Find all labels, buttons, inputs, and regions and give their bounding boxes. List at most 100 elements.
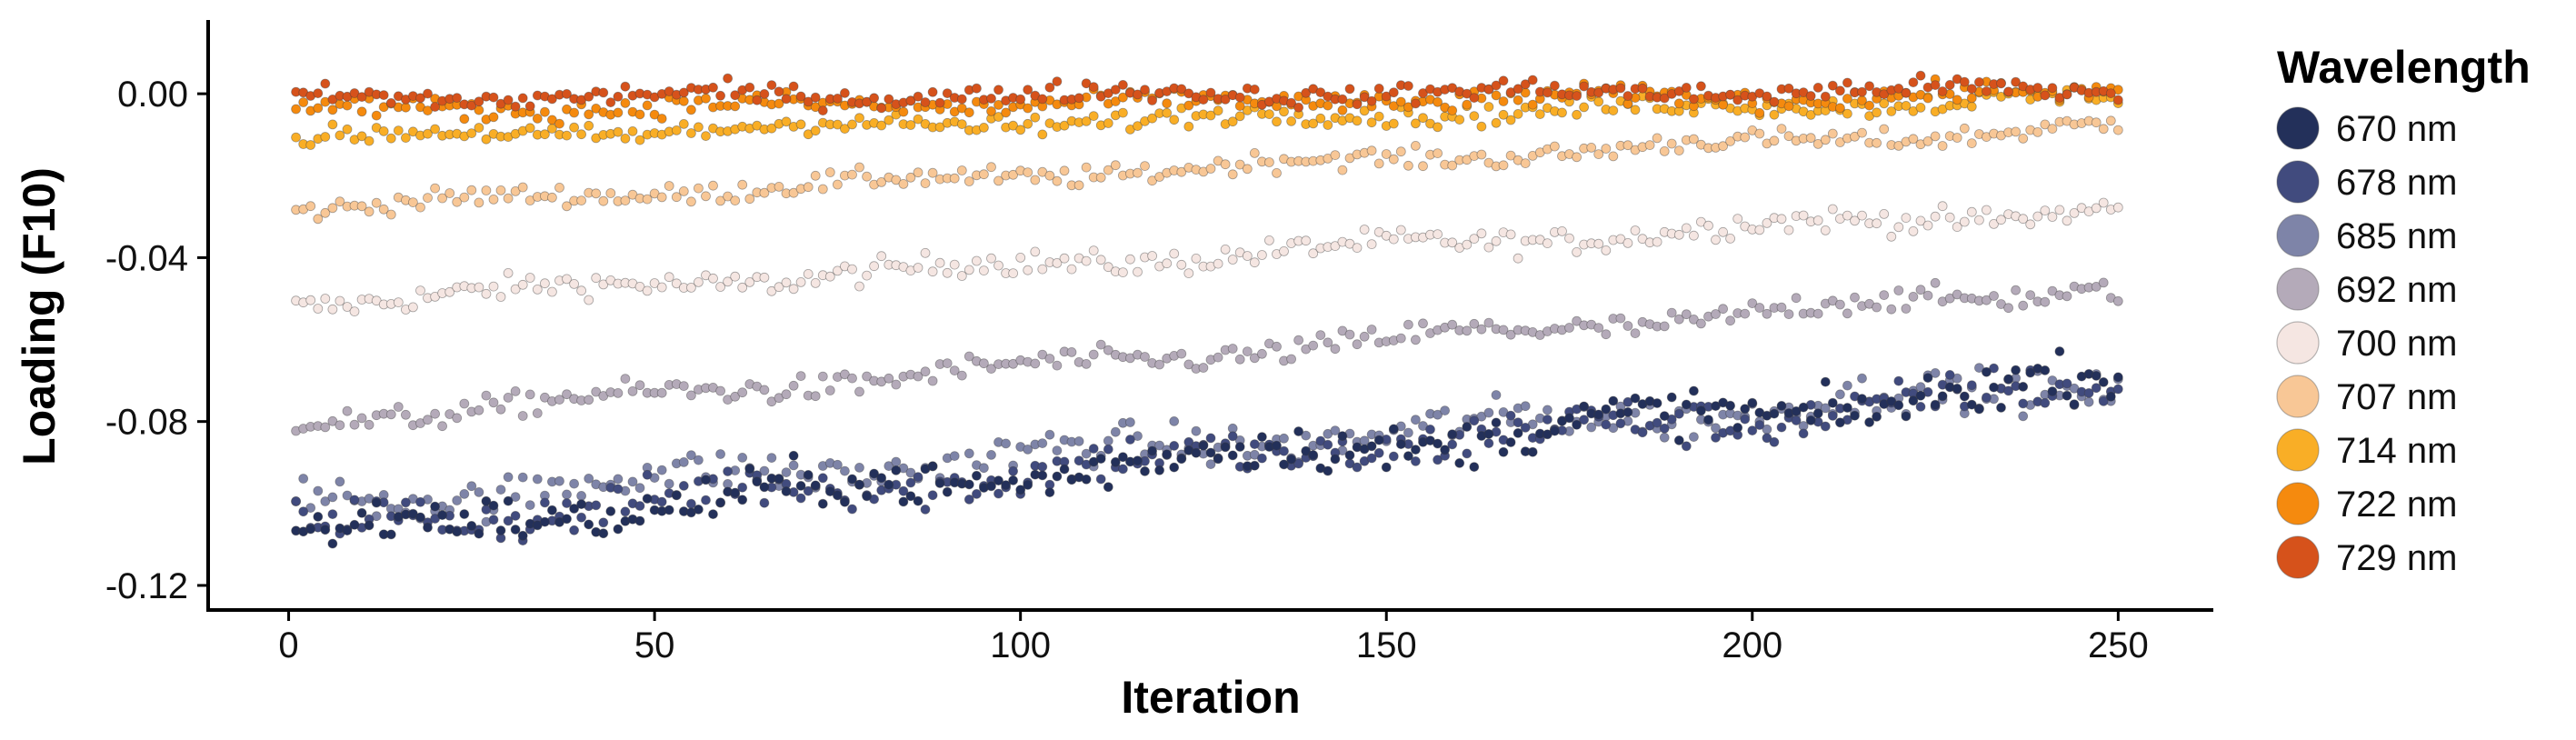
data-point [1483,102,1494,112]
data-point [1966,84,1977,95]
data-point [1315,87,1326,97]
data-point [291,104,302,115]
data-point [2047,83,2058,94]
data-point [1162,98,1173,109]
data-point [920,366,931,377]
data-point [598,195,609,206]
data-point [1689,314,1699,325]
data-point [1762,217,1772,228]
data-point [495,404,506,415]
data-point [320,496,331,506]
data-point [898,485,909,496]
data-point [1008,358,1018,369]
data-point [605,188,616,198]
data-point [415,93,425,104]
data-point [1418,113,1428,124]
data-point [1689,134,1699,145]
data-point [349,419,360,430]
data-point [1827,295,1838,306]
data-point [1593,409,1604,420]
data-point [1059,120,1070,131]
data-point [1323,439,1333,450]
data-point [481,185,492,195]
data-point [1615,234,1626,245]
data-point [613,484,624,495]
data-point [730,271,741,282]
data-point [1520,401,1531,412]
data-point [854,281,864,292]
data-point [598,528,609,539]
data-point [2018,300,2029,311]
data-point [993,85,1003,95]
data-point [1023,265,1033,275]
data-point [656,496,667,507]
data-point [2047,386,2058,396]
data-point [1433,409,1443,420]
data-point [788,81,799,92]
data-point [847,373,857,384]
data-point [737,482,748,493]
data-point [488,112,499,123]
data-point [415,512,425,523]
data-point [1498,446,1509,457]
data-point [993,260,1003,271]
data-point [1527,75,1538,85]
data-point [1959,216,1970,227]
data-point [1227,344,1238,354]
data-point [1827,204,1838,215]
data-point [1110,160,1121,171]
data-point [876,120,887,131]
data-point [1827,397,1838,408]
data-point [1586,422,1597,433]
data-point [1440,405,1450,416]
data-point [1952,289,1962,300]
data-point [1572,109,1582,120]
data-point [664,181,674,191]
data-point [708,180,718,191]
data-point [1543,405,1553,415]
data-point [2054,346,2065,356]
legend-swatch [2276,267,2320,311]
data-point [569,504,579,514]
data-point [1959,391,1970,402]
data-point [452,413,463,424]
data-point [847,504,857,515]
data-point [2018,214,2029,225]
data-point [1776,302,1787,313]
data-point [1601,329,1612,340]
data-point [898,106,909,117]
data-point [1198,440,1209,451]
data-point [766,396,777,407]
data-point [1147,445,1157,456]
legend-title: Wavelength [2277,42,2531,93]
data-point [313,103,324,114]
data-point [547,286,557,297]
data-point [423,415,433,425]
data-point [1798,428,1809,439]
y-tick-label: -0.08 [105,403,188,443]
data-point [656,465,667,475]
data-point [474,487,484,497]
data-point [730,101,741,112]
data-point [1359,105,1370,116]
data-point [686,196,696,207]
data-point [1879,124,1890,135]
data-point [2098,277,2109,288]
data-point [1059,253,1070,264]
data-point [320,207,331,218]
data-point [488,194,499,205]
data-point [1476,324,1487,335]
data-point [305,140,316,150]
data-point [524,123,535,134]
data-point [833,179,843,190]
data-point [979,358,989,369]
data-point [1191,447,1202,458]
data-point [393,125,404,136]
data-point [656,192,667,203]
data-point [584,295,594,305]
data-point [972,255,982,266]
data-point [1059,464,1070,475]
data-point [1344,329,1355,340]
data-point [474,123,484,133]
data-point [1352,243,1363,254]
